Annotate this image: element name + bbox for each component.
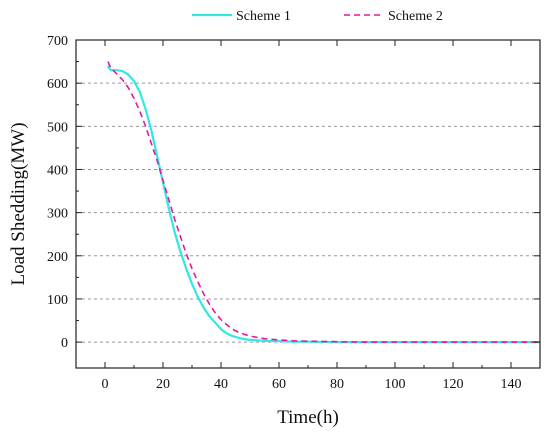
x-tick-label: 40 <box>214 377 228 392</box>
x-tick-label: 80 <box>330 377 344 392</box>
series-line-1 <box>106 65 540 344</box>
x-tick-label: 60 <box>272 377 286 392</box>
x-tick-label: 120 <box>443 377 464 392</box>
x-tick-label: 100 <box>385 377 406 392</box>
legend-label-2: Scheme 2 <box>388 9 443 24</box>
y-tick-label: 100 <box>47 293 68 308</box>
legend-label-1: Scheme 1 <box>236 9 291 24</box>
y-tick-label: 600 <box>47 77 68 92</box>
plot-frame <box>75 39 541 369</box>
series-lines <box>106 61 540 344</box>
y-tick-label: 0 <box>61 336 68 351</box>
y-tick-label: 300 <box>47 207 68 222</box>
axis-ticks: 0 100 200 300 400 500 600 700 0 20 40 60 80 100 120 140 <box>47 34 541 392</box>
legend: Scheme 1 Scheme 2 <box>192 9 443 24</box>
y-axis-label: Load Shedding(MW) <box>8 122 29 285</box>
y-tick-label: 700 <box>47 34 68 49</box>
series-line-2 <box>107 61 540 343</box>
x-tick-label: 0 <box>102 377 109 392</box>
x-axis-label: Time(h) <box>277 407 339 428</box>
y-tick-label: 500 <box>47 120 68 135</box>
x-tick-label: 20 <box>156 377 170 392</box>
y-tick-label: 200 <box>47 250 68 265</box>
x-tick-label: 140 <box>501 377 522 392</box>
y-tick-label: 400 <box>47 163 68 178</box>
grid-lines <box>76 82 540 343</box>
